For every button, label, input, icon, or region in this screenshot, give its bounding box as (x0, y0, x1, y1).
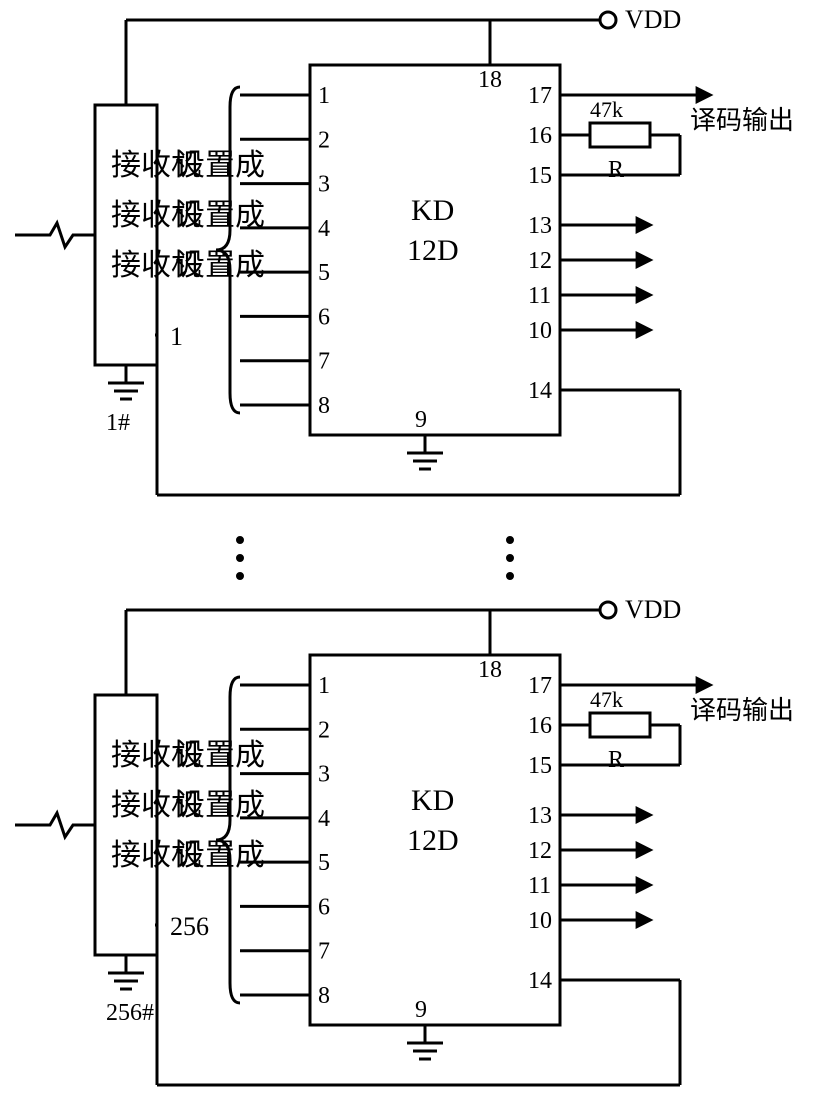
resistor-value: 47k (590, 687, 623, 712)
pin-5: 5 (318, 260, 330, 286)
chip-subname: 12D (407, 234, 459, 267)
pin-7: 7 (318, 939, 330, 965)
ellipsis-dot (238, 538, 243, 543)
pin-8: 8 (318, 393, 330, 419)
pin-14: 14 (528, 378, 552, 404)
resistor-name: R (608, 747, 624, 773)
pin-13: 13 (528, 803, 552, 829)
pin-11: 11 (528, 283, 551, 309)
vdd-terminal (600, 12, 616, 28)
config-label: 设置成 (175, 739, 265, 772)
vdd-label: VDD (625, 5, 681, 34)
circuit-diagram: 接收机接收机接收机1#KD12D12345678设置成设置成设置成118VDD9… (0, 0, 828, 1105)
pin-17: 17 (528, 673, 552, 699)
ellipsis-dot (508, 574, 513, 579)
config-label: 设置成 (175, 789, 265, 822)
pin-18: 18 (478, 67, 502, 93)
resistor-value: 47k (590, 97, 623, 122)
config-label: 设置成 (175, 839, 265, 872)
receiver-box (95, 105, 157, 365)
pin-1: 1 (318, 83, 330, 109)
config-label: 设置成 (175, 149, 265, 182)
pin-12: 12 (528, 838, 552, 864)
config-value: 256 (170, 912, 209, 941)
input-signal (15, 223, 95, 247)
pin-17: 17 (528, 83, 552, 109)
ellipsis-dot (508, 556, 513, 561)
pin-2: 2 (318, 717, 330, 743)
pin-5: 5 (318, 850, 330, 876)
unit-id: 256# (106, 1000, 154, 1026)
pin-2: 2 (318, 127, 330, 153)
input-signal (15, 813, 95, 837)
resistor (590, 713, 650, 737)
pin-4: 4 (318, 806, 330, 832)
vdd-terminal (600, 602, 616, 618)
pin-15: 15 (528, 753, 552, 779)
pin-1: 1 (318, 673, 330, 699)
resistor-name: R (608, 157, 624, 183)
config-label: 设置成 (175, 199, 265, 232)
pin-18: 18 (478, 657, 502, 683)
pin-6: 6 (318, 304, 330, 330)
output-label: 译码输出 (690, 696, 794, 725)
pin-9: 9 (415, 997, 427, 1023)
ellipsis-dot (238, 556, 243, 561)
pin-15: 15 (528, 163, 552, 189)
chip-name: KD (411, 784, 454, 817)
vdd-label: VDD (625, 595, 681, 624)
ellipsis-dot (238, 574, 243, 579)
pin-11: 11 (528, 873, 551, 899)
pin-8: 8 (318, 983, 330, 1009)
config-value: 1 (170, 322, 183, 351)
pin-9: 9 (415, 407, 427, 433)
pin-16: 16 (528, 713, 552, 739)
chip-subname: 12D (407, 824, 459, 857)
resistor (590, 123, 650, 147)
pin-10: 10 (528, 318, 552, 344)
pin-10: 10 (528, 908, 552, 934)
pin-12: 12 (528, 248, 552, 274)
pin-14: 14 (528, 968, 552, 994)
pin-16: 16 (528, 123, 552, 149)
receiver-box (95, 695, 157, 955)
unit-id: 1# (106, 410, 130, 436)
pin-6: 6 (318, 894, 330, 920)
pin-3: 3 (318, 172, 330, 198)
chip-name: KD (411, 194, 454, 227)
pin-13: 13 (528, 213, 552, 239)
config-label: 设置成 (175, 249, 265, 282)
pin-3: 3 (318, 762, 330, 788)
pin-7: 7 (318, 349, 330, 375)
ellipsis-dot (508, 538, 513, 543)
pin-4: 4 (318, 216, 330, 242)
output-label: 译码输出 (690, 106, 794, 135)
